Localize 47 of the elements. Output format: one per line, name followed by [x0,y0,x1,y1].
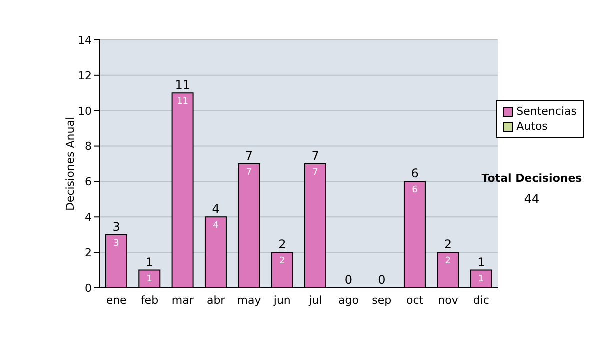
x-tick-label: ago [338,294,360,307]
total-label: 0 [378,273,386,287]
x-tick-label: feb [140,294,159,307]
total-label: 2 [444,238,452,252]
data-label: 2 [445,256,452,267]
data-label: 4 [213,221,220,232]
total-label: 6 [411,166,419,181]
total-label: 7 [245,149,254,163]
x-tick-label: nov [438,294,459,307]
y-tick-label: 12 [78,69,92,82]
data-label: 6 [412,186,418,196]
y-tick-label: 4 [85,211,92,224]
y-tick-label: 8 [85,140,92,154]
data-label: 1 [478,274,484,284]
data-label: 7 [246,168,252,178]
x-tick-label: jun [272,294,291,307]
x-tick-label: dic [473,294,490,307]
total-label: 11 [175,78,191,92]
total-label: 3 [112,220,120,234]
data-label: 11 [177,97,189,108]
x-tick-label: oct [406,294,424,307]
y-tick-label: 0 [85,282,92,295]
x-tick-label: jul [308,294,322,307]
total-label: 7 [312,149,320,163]
total-label: 2 [278,238,286,252]
total-label: 1 [146,255,154,270]
y-tick-label: 2 [85,246,92,260]
x-tick-label: abr [206,294,226,307]
legend-label: Sentencias [516,105,577,118]
data-label: 1 [146,274,153,284]
x-tick-label: may [237,294,262,307]
total-label: 1 [478,255,486,270]
total-label: 4 [212,202,220,216]
data-label: 3 [114,238,120,249]
y-tick-label: 14 [78,34,92,47]
data-label: 7 [312,168,318,178]
text: 44 [523,192,541,206]
x-tick-label: ene [106,294,128,307]
total-label: 0 [344,273,353,287]
y-tick-label: 10 [78,104,92,118]
y-tick-label: 6 [85,176,92,189]
x-tick-label: sep [372,294,392,307]
x-tick-label: mar [172,294,194,307]
data-label: 2 [279,256,286,267]
y-axis-title: Decisiones Anual [64,116,77,212]
legend-label: Autos [516,120,548,133]
annotation: Total Decisiones [480,172,584,185]
